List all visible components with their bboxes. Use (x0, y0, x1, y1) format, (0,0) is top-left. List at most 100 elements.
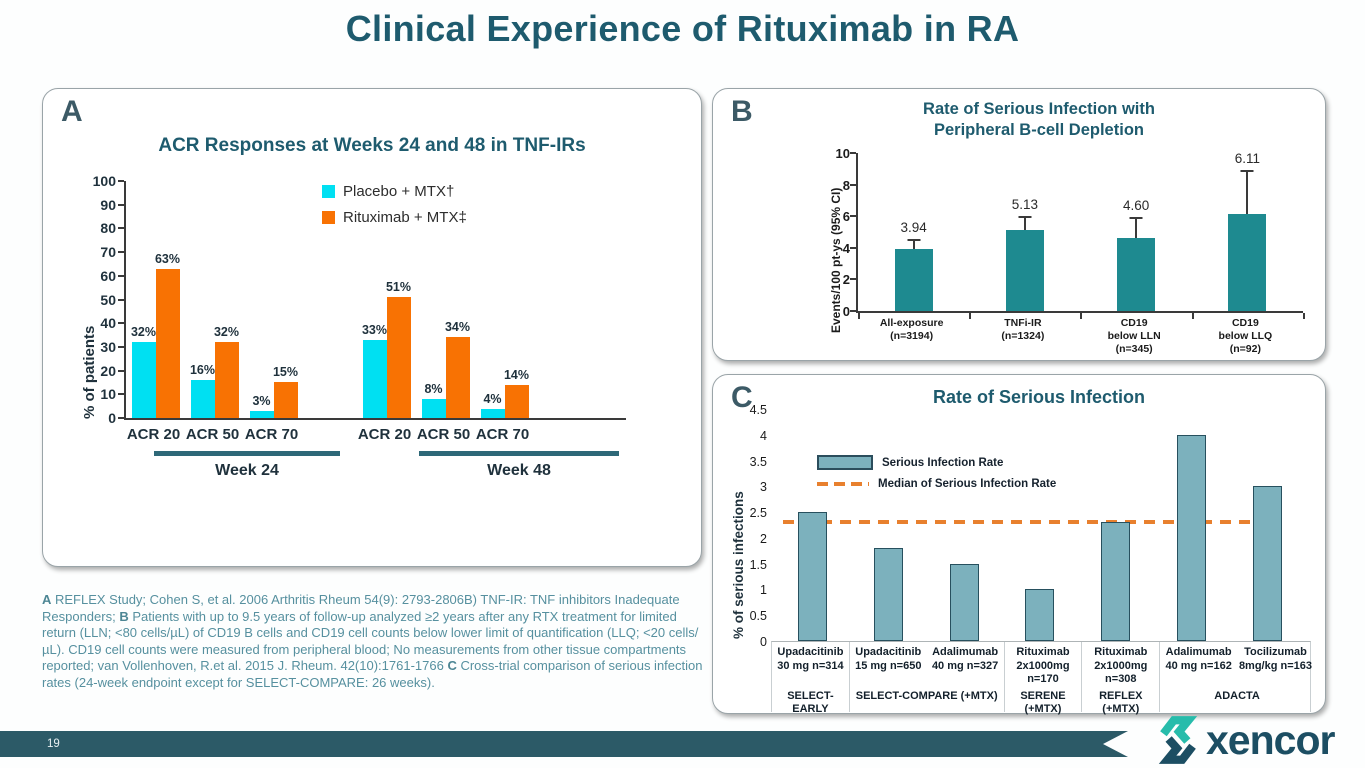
bar (362, 339, 387, 418)
x-category-label: CD19 below LLN (n=345) (1082, 317, 1186, 356)
y-tick-mark (118, 274, 124, 277)
bar-column: 33% (362, 323, 387, 418)
bar-columns (775, 409, 1305, 641)
y-tick-label: 10 (835, 146, 850, 161)
bar (874, 548, 904, 641)
bar (249, 410, 274, 418)
bar-value-label: 16% (189, 363, 216, 378)
bar (1176, 434, 1206, 641)
bar (1252, 486, 1282, 641)
y-tick-label: 30 (100, 338, 116, 355)
bar (131, 342, 156, 418)
chart-b-plot: 0 2 4 6 8 10 3.94 5.13 4.60 6.11 (836, 146, 1305, 319)
drug-label-line: 40 mg n=327 (931, 659, 999, 672)
bar (894, 248, 933, 311)
bar-value-label: 63% (154, 251, 181, 266)
bar (190, 380, 215, 418)
x-label-group: ACR 20 ACR 50 ACR 70 (355, 426, 532, 443)
bar-column (1078, 409, 1153, 641)
drug-label-line: Tocilizumab (1244, 646, 1307, 658)
bar-value-label: 32% (213, 325, 240, 340)
y-tick-label: 0 (108, 410, 116, 426)
x-category-label: ACR 50 (185, 426, 240, 443)
study-label-row: SELECT-EARLY SELECT-COMPARE (+MTX) SERENE(… (772, 684, 1310, 715)
bar-value-label: 5.13 (1011, 196, 1039, 212)
bar-value-label: 4.60 (1122, 198, 1150, 214)
y-tick-label: 1 (760, 583, 767, 598)
drug-label-line: 30 mg n=314 (777, 659, 844, 672)
week-24-underline (154, 451, 340, 456)
error-bar-cap (1018, 215, 1032, 218)
y-tick-mark (118, 393, 124, 396)
x-category-label: ACR 20 (126, 426, 181, 443)
median-line (783, 519, 1277, 525)
y-tick-mark (118, 298, 124, 301)
x-category-label: CD19 below LLQ (n=92) (1193, 317, 1297, 356)
drug-label-line: Upadacitinib (777, 646, 844, 658)
bar-value-label: 34% (444, 320, 471, 335)
x-category-line: All-exposure (879, 317, 944, 329)
legend-swatch-median-dash (817, 481, 869, 487)
chart-a-legend: Placebo + MTX† Rituximab + MTX‡ (322, 183, 467, 235)
x-category-label: ACR 70 (475, 426, 530, 443)
drug-label: Adalimumab 40 mg n=162 (1159, 642, 1237, 684)
xencor-logo: xencor (1152, 714, 1335, 766)
legend-swatch-bar (817, 455, 873, 470)
bar-value-label: 3% (252, 393, 271, 408)
bar-columns: 3.94 5.13 4.60 6.11 (858, 151, 1303, 311)
drug-label-line: 40 mg n=162 (1165, 659, 1232, 672)
drug-label: Upadacitinib 30 mg n=314 (772, 642, 849, 684)
x-category-line: (n=3194) (890, 330, 934, 342)
xencor-logo-text: xencor (1206, 716, 1335, 763)
y-tick-mark (850, 183, 856, 186)
legend-swatch-placebo (322, 185, 335, 198)
slide-title: Clinical Experience of Rituximab in RA (345, 8, 1020, 49)
chart-a-title: ACR Responses at Weeks 24 and 48 in TNF-… (158, 135, 586, 156)
bar (386, 297, 411, 418)
x-category-label: ACR 20 (357, 426, 412, 443)
bar (214, 342, 239, 418)
chart-a-x-axis-labels: ACR 20 ACR 50 ACR 70 ACR 20 ACR 50 ACR 70 (124, 426, 624, 448)
drug-label: Adalimumab 40 mg n=327 (927, 642, 1004, 684)
bar-column (927, 409, 1002, 641)
study-label-line: REFLEX (1099, 690, 1143, 702)
bar-group: 33% 51% 8% 34% 4% 14% (357, 181, 534, 418)
chart-c-legend: Serious Infection Rate Median of Serious… (817, 455, 1056, 498)
legend-row-rituximab: Rituximab + MTX‡ (322, 209, 467, 226)
y-tick-label: 2.5 (749, 506, 767, 521)
bar-cluster: 16% 32% (185, 181, 244, 418)
legend-row-serious-infection-rate: Serious Infection Rate (817, 455, 1056, 470)
drug-label-line: Upadacitinib (855, 646, 922, 658)
bar-column (1154, 409, 1229, 641)
y-tick-label: 0 (842, 304, 850, 319)
x-label-group: ACR 20 ACR 50 ACR 70 (124, 426, 301, 443)
chart-c-study-table: Upadacitinib 30 mg n=314 Upadacitinib 15 mg… (771, 641, 1313, 715)
study-label-line: (+MTX) (1102, 703, 1140, 715)
bar-value-label: 8% (424, 382, 443, 397)
y-tick-mark (850, 215, 856, 218)
y-tick-label: 70 (100, 244, 116, 261)
drug-label-line: 8mg/kg n=163 (1238, 659, 1313, 672)
y-tick-label: 60 (100, 267, 116, 284)
bar-value-label: 32% (130, 325, 157, 340)
error-bar-cap (1129, 217, 1143, 220)
legend-row-median: Median of Serious Infection Rate (817, 478, 1056, 490)
bar-column: 4.60 (1096, 153, 1176, 311)
drug-label: Rituximab 2x1000mg n=170 (1003, 642, 1082, 685)
drug-label-line: n=170 (1027, 673, 1059, 685)
y-tick-label: 20 (100, 362, 116, 379)
bar-value-label: 3.94 (900, 220, 927, 236)
y-tick-label: 1.5 (749, 557, 767, 572)
bar-column (775, 409, 850, 641)
y-tick-mark (850, 152, 856, 154)
bar-cluster: 32% 63% (126, 181, 185, 418)
legend-swatch-rituximab (322, 211, 335, 224)
x-category-line: below LLN (1107, 330, 1161, 342)
drug-label-line: 2x1000mg (1094, 659, 1148, 672)
x-category-line: TNFi-IR (1004, 317, 1042, 329)
study-label: SELECT-COMPARE (+MTX) (848, 684, 1004, 712)
bar (480, 408, 505, 418)
bar-value-label: 51% (385, 280, 412, 295)
x-category-label: ACR 70 (244, 426, 299, 443)
study-label: ADACTA (1159, 684, 1314, 712)
